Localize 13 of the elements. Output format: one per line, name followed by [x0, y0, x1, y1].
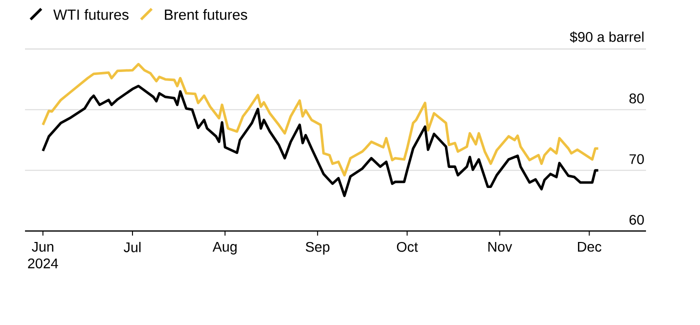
x-tick-label: Nov [488, 242, 512, 252]
y-tick-label: 80 [629, 94, 644, 104]
x-tick-label: Dec [578, 242, 602, 252]
x-tick-label: Aug [212, 242, 237, 254]
x-tick-label: Sep [306, 242, 330, 255]
legend-label: WTI futures [53, 9, 129, 20]
legend-label: Brent futures [164, 9, 248, 20]
x-tick-label: Jul [124, 242, 140, 252]
y-tick-label: 70 [630, 154, 644, 164]
x-tick-label: Oct [396, 242, 418, 252]
y-tick-label: $90 a barrel [570, 31, 644, 43]
y-tick-label: 60 [630, 214, 644, 225]
x-tick-label: Jun 2024 [28, 242, 58, 268]
